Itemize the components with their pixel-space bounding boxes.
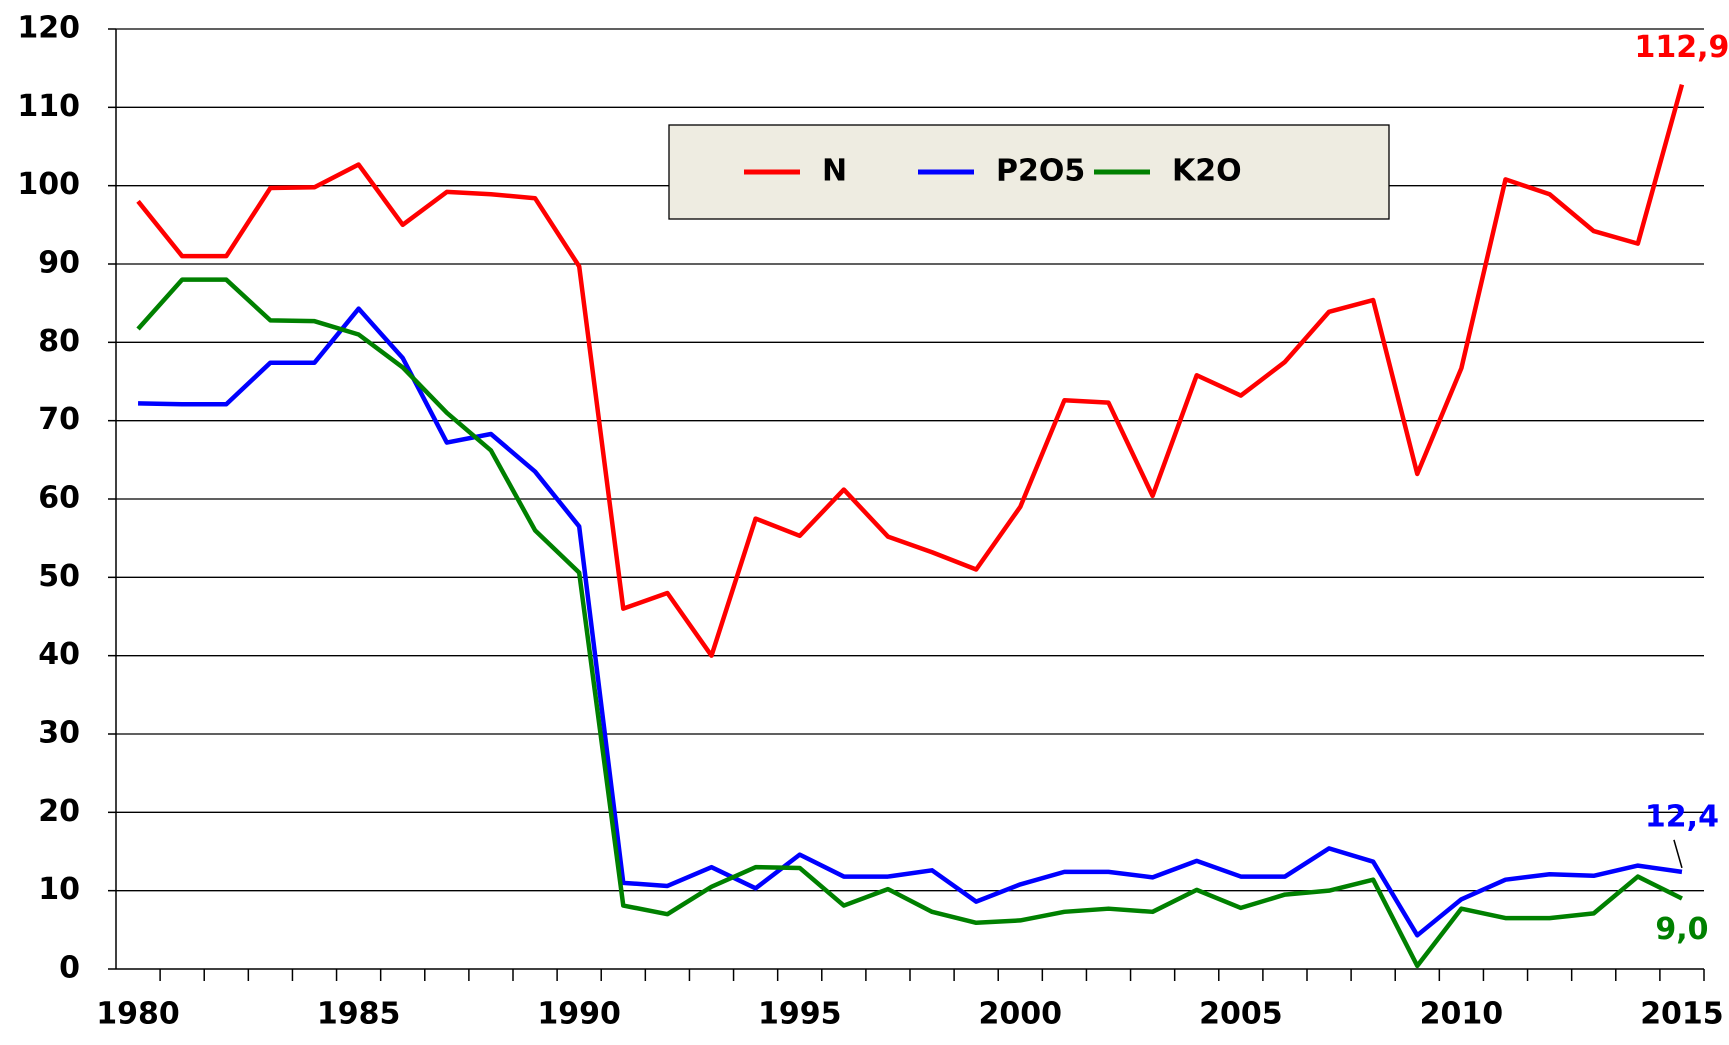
x-tick-label: 1990: [537, 997, 621, 1032]
legend-label: K2O: [1172, 154, 1242, 189]
y-tick-label: 60: [38, 481, 80, 516]
x-tick-label: 1985: [317, 997, 401, 1032]
data-label: 112,9: [1634, 30, 1729, 65]
y-tick-label: 40: [38, 637, 80, 672]
y-tick-label: 30: [38, 716, 80, 751]
series-line: [138, 306, 1683, 938]
y-tick-label: 100: [17, 167, 80, 202]
y-tick-label: 20: [38, 794, 80, 829]
x-tick-label: 1995: [758, 997, 842, 1032]
y-tick-label: 10: [38, 872, 80, 907]
x-tick-label: 2005: [1199, 997, 1283, 1032]
y-tick-label: 90: [38, 246, 80, 281]
x-tick-label: 2010: [1420, 997, 1504, 1032]
y-tick-label: 80: [38, 324, 80, 359]
series-line: [136, 277, 1683, 969]
y-tick-label: 120: [17, 11, 80, 46]
label-leader: [1673, 839, 1683, 869]
y-tick-label: 70: [38, 402, 80, 437]
data-label: 12,4: [1645, 799, 1719, 834]
x-tick-label: 2000: [979, 997, 1063, 1032]
legend-label: P2O5: [996, 154, 1085, 189]
x-tick-label: 1980: [96, 997, 180, 1032]
y-tick-label: 0: [59, 951, 80, 986]
x-tick-label: 2015: [1640, 997, 1724, 1032]
legend-label: N: [822, 154, 847, 189]
data-label: 9,0: [1655, 912, 1708, 947]
y-tick-label: 50: [38, 559, 80, 594]
series-line: [136, 84, 1685, 658]
y-tick-label: 110: [17, 89, 80, 124]
